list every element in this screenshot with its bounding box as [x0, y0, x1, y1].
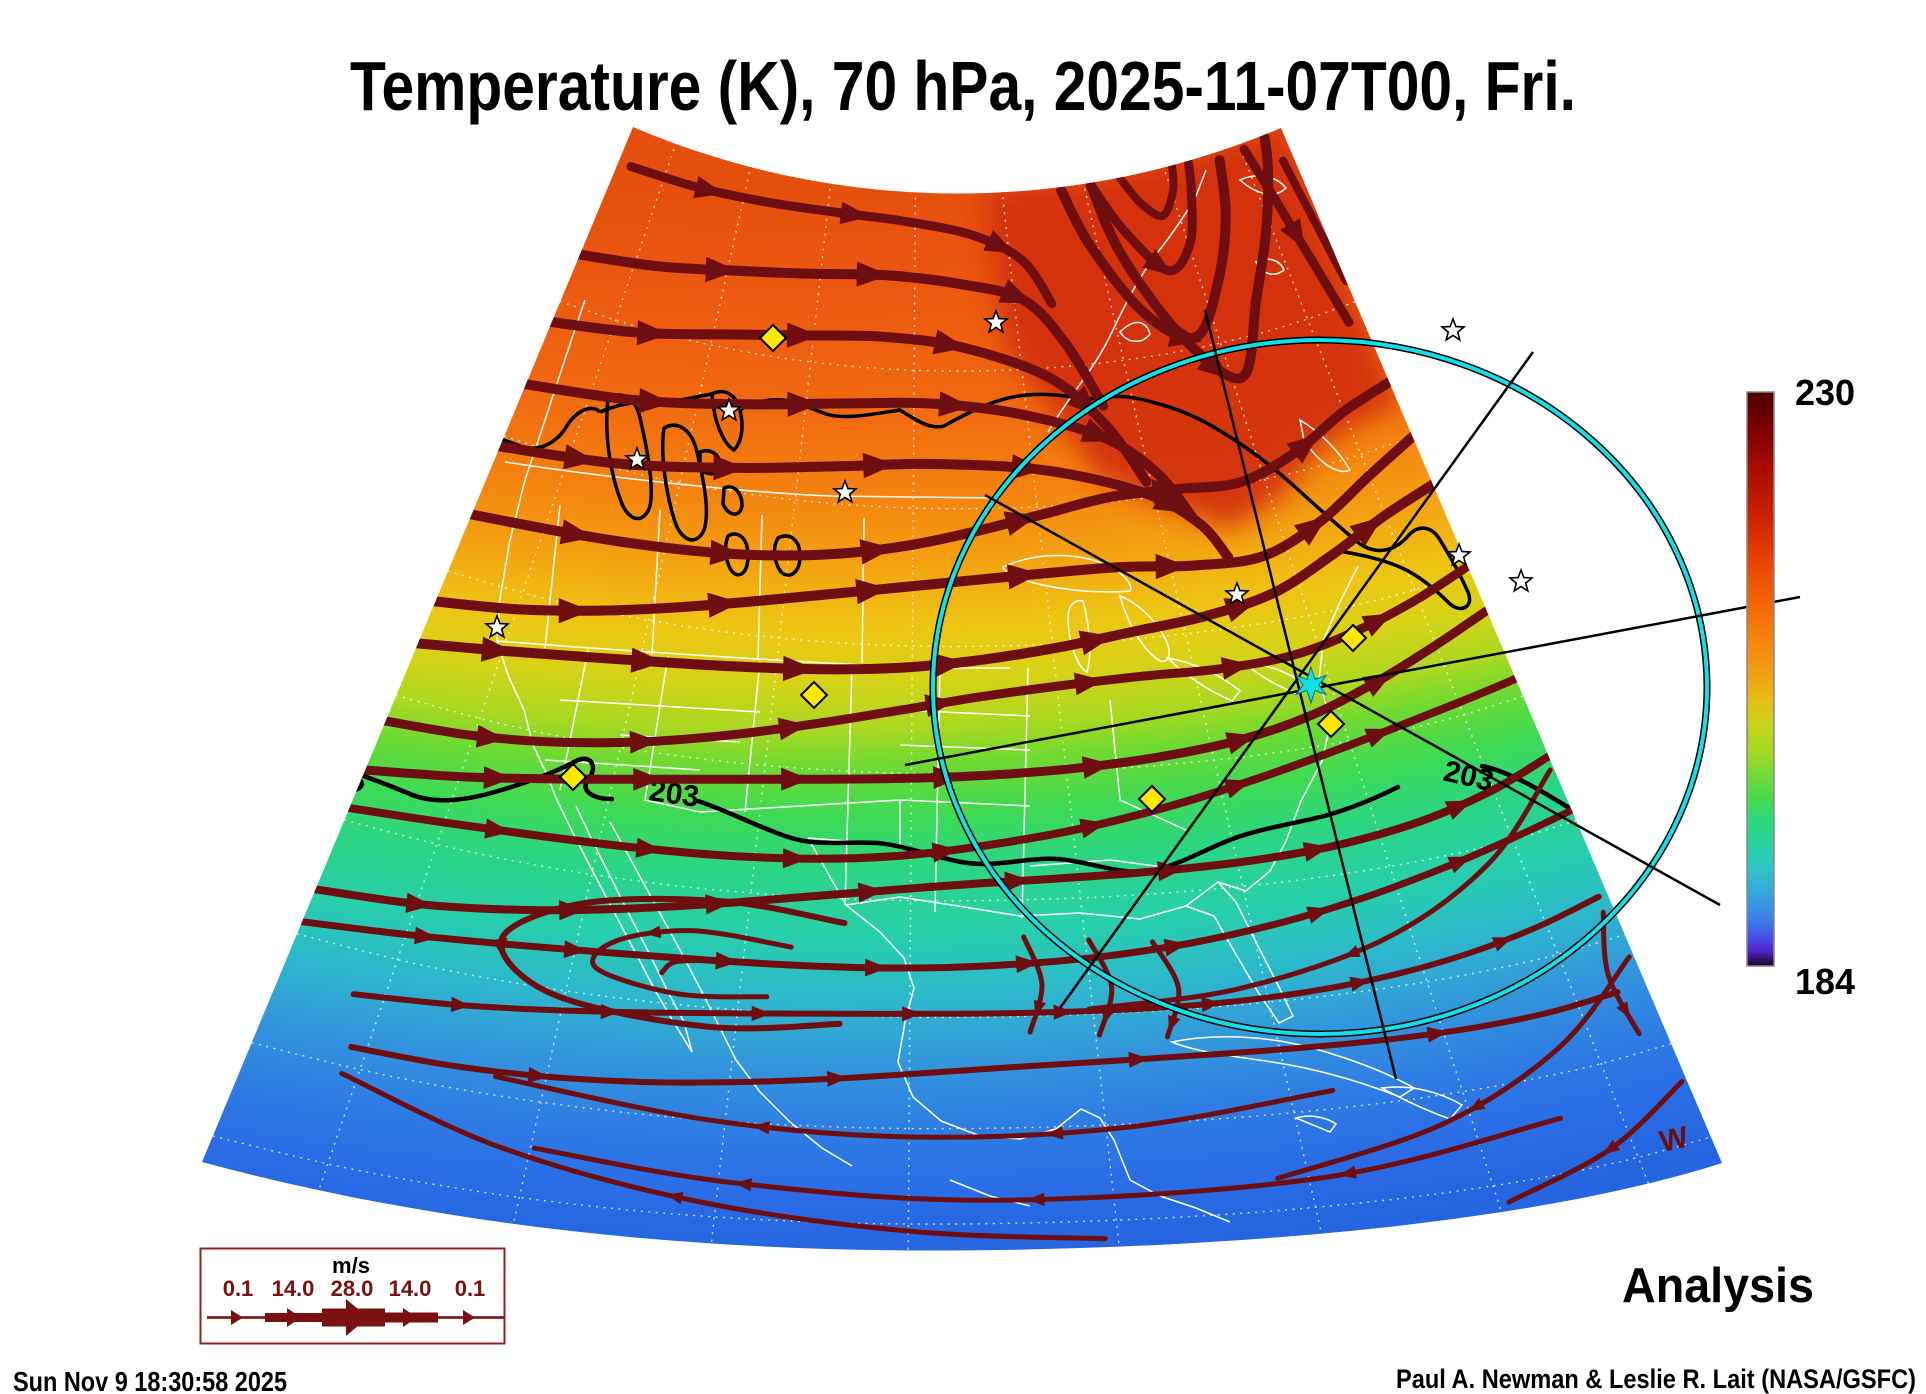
svg-text:230: 230 — [1795, 372, 1855, 413]
svg-text:0.1: 0.1 — [455, 1276, 486, 1301]
svg-text:14.0: 14.0 — [272, 1276, 315, 1301]
svg-text:0.1: 0.1 — [223, 1276, 254, 1301]
svg-text:184: 184 — [1795, 961, 1855, 1002]
svg-text:Analysis: Analysis — [1622, 1259, 1814, 1313]
svg-text:Temperature (K), 70 hPa, 2025-: Temperature (K), 70 hPa, 2025-11-07T00, … — [350, 47, 1576, 125]
svg-text:Sun Nov 9 18:30:58 2025: Sun Nov 9 18:30:58 2025 — [13, 1366, 287, 1394]
svg-text:14.0: 14.0 — [389, 1276, 432, 1301]
svg-text:m/s: m/s — [332, 1253, 370, 1278]
svg-text:Paul A. Newman & Leslie R. Lai: Paul A. Newman & Leslie R. Lait (NASA/GS… — [1396, 1364, 1916, 1394]
svg-text:28.0: 28.0 — [331, 1276, 374, 1301]
